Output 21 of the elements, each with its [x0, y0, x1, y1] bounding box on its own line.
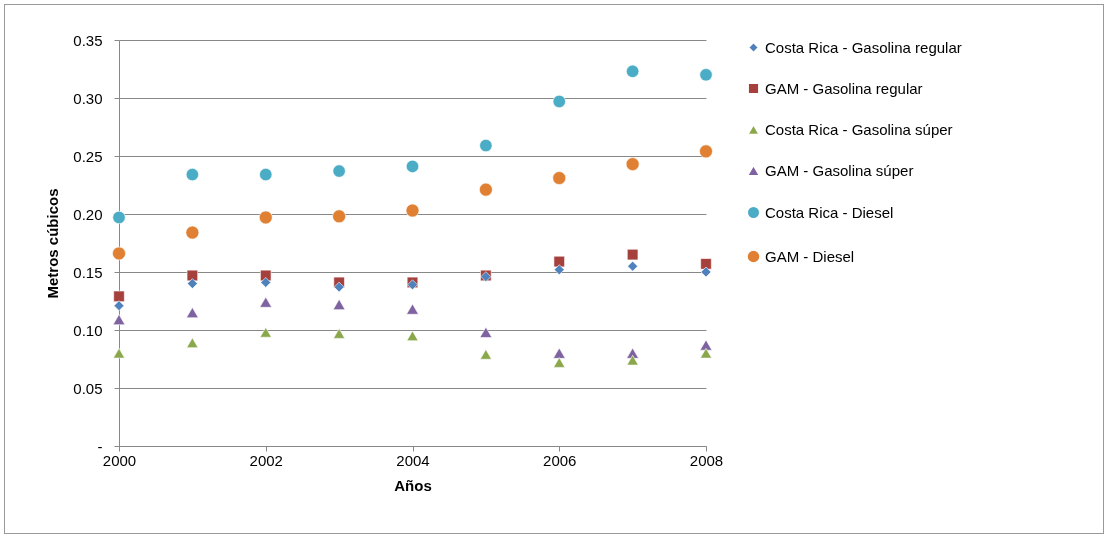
y-tick-label: 0.15	[73, 263, 103, 281]
y-tick-label: -	[97, 437, 103, 455]
y-tick-label: 0.30	[73, 89, 103, 107]
y-tick-label: 0.35	[73, 31, 103, 49]
x-tick-label: 2008	[689, 451, 724, 469]
legend-label: GAM - Gasolina regular	[765, 79, 923, 97]
x-tick-label: 2006	[543, 451, 577, 469]
x-tick-label: 2002	[249, 451, 283, 469]
legend-label: GAM - Gasolina súper	[765, 161, 914, 179]
x-tick-label: 2000	[102, 451, 137, 469]
x-tick-label: 2004	[396, 451, 430, 469]
legend-label: GAM - Diesel	[765, 247, 855, 265]
legend-label: Costa Rica - Diesel	[765, 203, 894, 221]
legend-label: Costa Rica - Gasolina regular	[765, 38, 962, 56]
y-tick-label: 0.10	[73, 321, 103, 339]
legend-label: Costa Rica - Gasolina súper	[765, 120, 953, 138]
y-tick-label: 0.25	[73, 147, 103, 165]
y-tick-label: 0.05	[73, 379, 103, 397]
y-axis-title: Metros cúbicos	[44, 188, 62, 299]
y-tick-label: 0.20	[73, 205, 103, 223]
x-axis-title: Años	[394, 476, 432, 494]
